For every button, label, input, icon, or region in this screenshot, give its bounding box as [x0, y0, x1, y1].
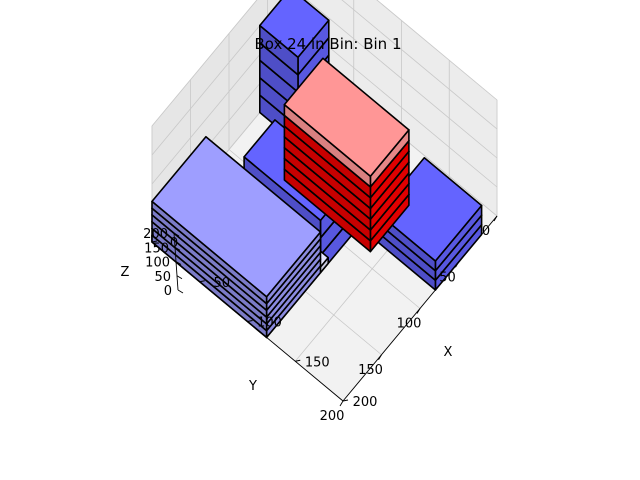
x-tick-mark [342, 399, 349, 402]
x-tick-label: 200 [353, 395, 378, 410]
x-tick-label: 0 [170, 236, 178, 251]
chart-title: Box 24 in Bin: Bin 1 [254, 35, 401, 53]
x-tick-mark [151, 240, 158, 243]
box-top-face [283, 57, 410, 177]
z-tick-mark [173, 232, 180, 237]
y-tick-label: 50 [439, 270, 456, 285]
box-lightblue-right [151, 135, 322, 339]
y-tick-label: 150 [358, 363, 383, 378]
z-tick-label: 150 [144, 241, 169, 256]
y-tick-mark [378, 354, 382, 360]
y-tick-label: 200 [320, 409, 345, 424]
x-axis-label: X [444, 345, 453, 360]
y-tick-mark [339, 400, 344, 407]
x-tick-label: 150 [305, 355, 330, 370]
y-tick-label: 0 [482, 224, 490, 239]
x-tick-label: 50 [213, 276, 230, 291]
y-tick-mark [455, 262, 459, 268]
z-tick-mark [176, 275, 183, 280]
y-tick-mark [493, 215, 498, 222]
grid-line-z [305, 27, 498, 188]
z-tick-mark [177, 289, 184, 294]
x-tick-mark [247, 320, 253, 322]
z-axis-label: Z [121, 265, 130, 280]
grid-line-z [151, 0, 258, 127]
z-tick-label: 0 [164, 284, 172, 299]
z-tick-label: 100 [145, 256, 170, 271]
box-top-face [258, 0, 330, 59]
y-tick-mark [416, 308, 421, 314]
boxes-layer [151, 0, 483, 339]
y-tick-label: 100 [397, 317, 422, 332]
box-red-current [283, 57, 410, 253]
grid-line-z [376, 0, 498, 101]
x-tick-mark [199, 280, 205, 283]
box-top-face [151, 135, 322, 298]
x-tick-mark [295, 359, 301, 362]
grid-line-z [341, 0, 498, 130]
z-tick-label: 50 [154, 270, 171, 285]
z-tick-mark [175, 261, 182, 265]
x-tick-label: 100 [257, 316, 282, 331]
grid-line-z [306, 0, 498, 159]
y-axis-label: Y [248, 379, 257, 394]
z-tick-mark [174, 246, 181, 251]
z-tick-label: 200 [143, 227, 168, 242]
